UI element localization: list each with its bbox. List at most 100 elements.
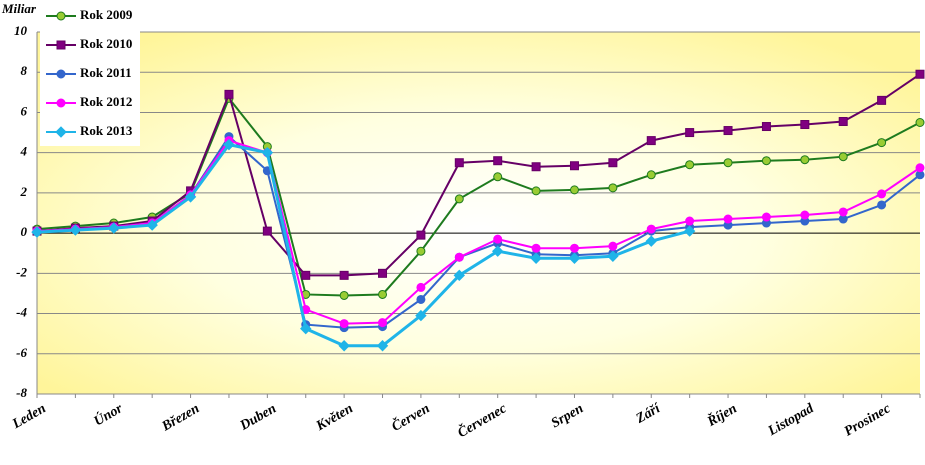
marker [685, 160, 695, 170]
x-tick-label: Červenec [454, 399, 510, 441]
marker [800, 155, 810, 165]
marker [877, 138, 887, 148]
marker [877, 95, 887, 105]
marker [262, 226, 272, 236]
series-line [36, 139, 921, 325]
marker [531, 243, 541, 253]
marker [645, 235, 657, 247]
marker [723, 158, 733, 168]
marker [800, 120, 810, 130]
y-tick-label: 6 [21, 103, 28, 118]
x-tick-label: Říjen [703, 399, 739, 430]
plot-area [37, 32, 920, 394]
marker [608, 183, 618, 193]
marker [838, 207, 848, 217]
marker [646, 136, 656, 146]
x-tick-label: Září [633, 401, 664, 427]
marker [376, 340, 389, 352]
marker [56, 69, 66, 79]
marker [69, 224, 82, 236]
y-axis-label: Miliar [1, 1, 37, 16]
marker [530, 252, 542, 264]
marker [531, 162, 541, 172]
y-tick-label: 2 [20, 184, 28, 199]
marker [416, 230, 426, 240]
x-tick-label: Listopad [765, 401, 817, 440]
x-tick-label: Prosinec [842, 401, 894, 440]
x-tick-label: Srpen [549, 401, 586, 431]
marker [493, 156, 503, 166]
marker [454, 194, 464, 204]
marker [877, 189, 887, 199]
legend-label: Rok 2012 [80, 94, 132, 109]
legend-label: Rok 2010 [80, 36, 132, 51]
marker [493, 234, 503, 244]
y-tick-label: -8 [16, 385, 27, 400]
marker [378, 268, 388, 278]
marker [531, 186, 541, 196]
y-tick-label: -4 [16, 305, 27, 320]
marker [378, 289, 388, 299]
marker [646, 170, 656, 180]
x-tick-label: Únor [91, 399, 126, 429]
y-tick-label: 8 [21, 63, 28, 78]
x-tick-label: Květen [313, 401, 356, 434]
marker [685, 216, 695, 226]
marker [838, 152, 848, 162]
legend-label: Rok 2011 [80, 65, 132, 80]
marker [569, 185, 579, 195]
x-tick-label: Duben [237, 401, 279, 434]
y-tick-label: -6 [16, 345, 27, 360]
marker [339, 270, 349, 280]
marker [877, 200, 887, 210]
marker [453, 269, 466, 282]
marker [56, 98, 66, 108]
y-tick-label: 0 [21, 224, 28, 239]
marker [415, 309, 427, 322]
x-tick-label: Červen [388, 399, 432, 434]
y-tick-label: 10 [14, 23, 28, 38]
marker [56, 11, 66, 21]
marker [416, 294, 426, 304]
marker [339, 290, 349, 300]
marker [608, 241, 618, 251]
marker [339, 319, 349, 329]
marker [224, 89, 234, 99]
marker [915, 118, 925, 127]
marker [568, 252, 581, 264]
marker [146, 219, 158, 231]
marker [108, 222, 120, 234]
marker [378, 318, 388, 328]
legend-label: Rok 2009 [80, 7, 133, 22]
marker [915, 69, 925, 79]
series-line [36, 142, 691, 348]
marker [31, 226, 43, 238]
marker [685, 128, 695, 138]
marker [800, 210, 810, 220]
marker [569, 243, 579, 253]
series-line [36, 73, 921, 277]
marker [608, 158, 618, 168]
marker [55, 126, 67, 138]
marker [300, 322, 312, 335]
marker [761, 122, 771, 132]
marker [223, 138, 235, 151]
marker [301, 270, 311, 280]
marker [607, 250, 619, 262]
legend: Rok 2009 Rok 2010 Rok 2011 Rok 2012 Rok 2013 [40, 2, 140, 146]
marker [761, 212, 771, 222]
y-tick-label: -2 [16, 264, 27, 279]
marker [454, 252, 464, 262]
marker [683, 225, 696, 237]
marker [838, 116, 848, 126]
legend-label: Rok 2013 [80, 123, 133, 138]
marker [454, 158, 464, 168]
marker [493, 172, 503, 182]
marker [723, 126, 733, 136]
marker [646, 224, 656, 234]
marker [761, 156, 771, 166]
y-tick-label: 4 [20, 144, 28, 159]
x-tick-label: Leden [9, 401, 49, 432]
marker [723, 214, 733, 224]
